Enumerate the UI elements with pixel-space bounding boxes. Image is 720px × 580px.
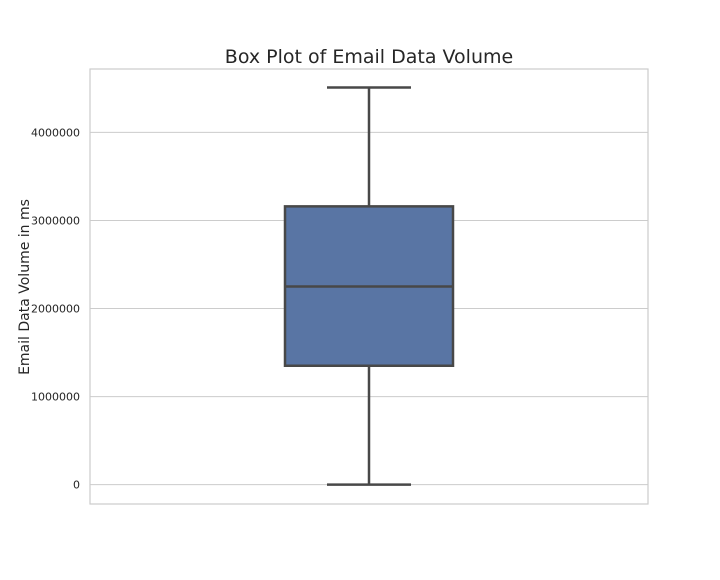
y-tick-label: 3000000: [31, 214, 80, 227]
y-tick-label: 2000000: [31, 303, 80, 316]
y-axis-label: Email Data Volume in ms: [17, 199, 33, 375]
chart-title: Box Plot of Email Data Volume: [225, 46, 513, 68]
y-tick-label: 1000000: [31, 391, 80, 404]
plot-area: 0 1000000 2000000 3000000 4000000: [31, 68, 649, 505]
plot-frame: [89, 68, 649, 505]
y-tick-label: 0: [73, 479, 80, 492]
y-tick-label: 4000000: [31, 126, 80, 139]
